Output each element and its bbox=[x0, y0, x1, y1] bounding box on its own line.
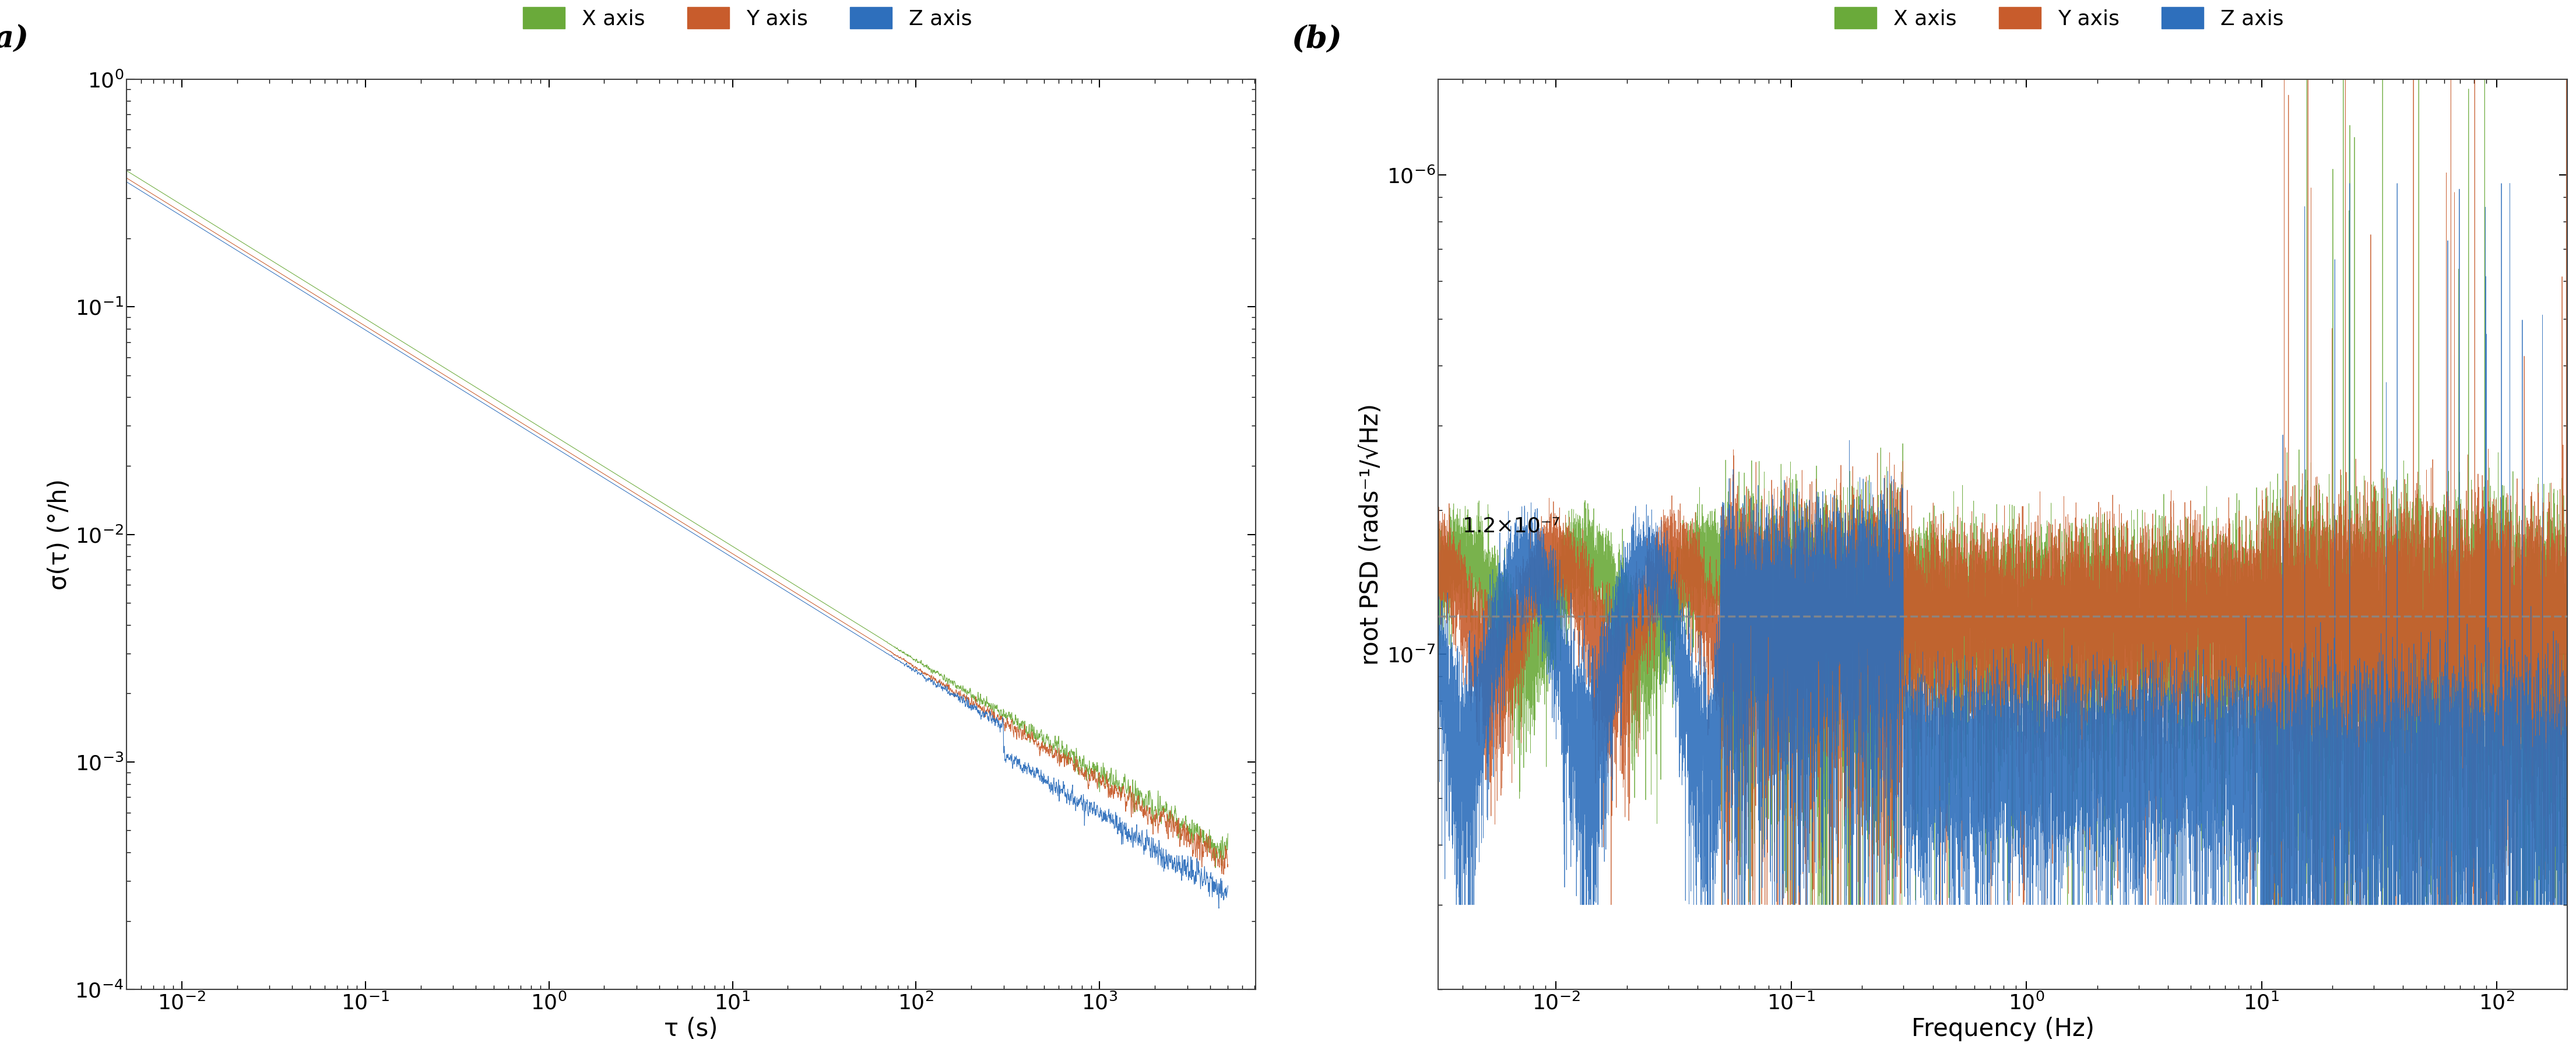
Text: (b): (b) bbox=[1291, 24, 1342, 55]
Text: 1.2×10⁻⁷: 1.2×10⁻⁷ bbox=[1463, 516, 1561, 536]
Legend: X axis, Y axis, Z axis: X axis, Y axis, Z axis bbox=[515, 0, 981, 38]
Legend: X axis, Y axis, Z axis: X axis, Y axis, Z axis bbox=[1826, 0, 2293, 38]
Y-axis label: σ(τ) (°/h): σ(τ) (°/h) bbox=[46, 479, 72, 590]
Text: (a): (a) bbox=[0, 24, 28, 55]
X-axis label: Frequency (Hz): Frequency (Hz) bbox=[1911, 1016, 2094, 1042]
Y-axis label: root PSD (rads⁻¹/√Hz): root PSD (rads⁻¹/√Hz) bbox=[1358, 403, 1383, 666]
X-axis label: τ (s): τ (s) bbox=[665, 1016, 719, 1042]
